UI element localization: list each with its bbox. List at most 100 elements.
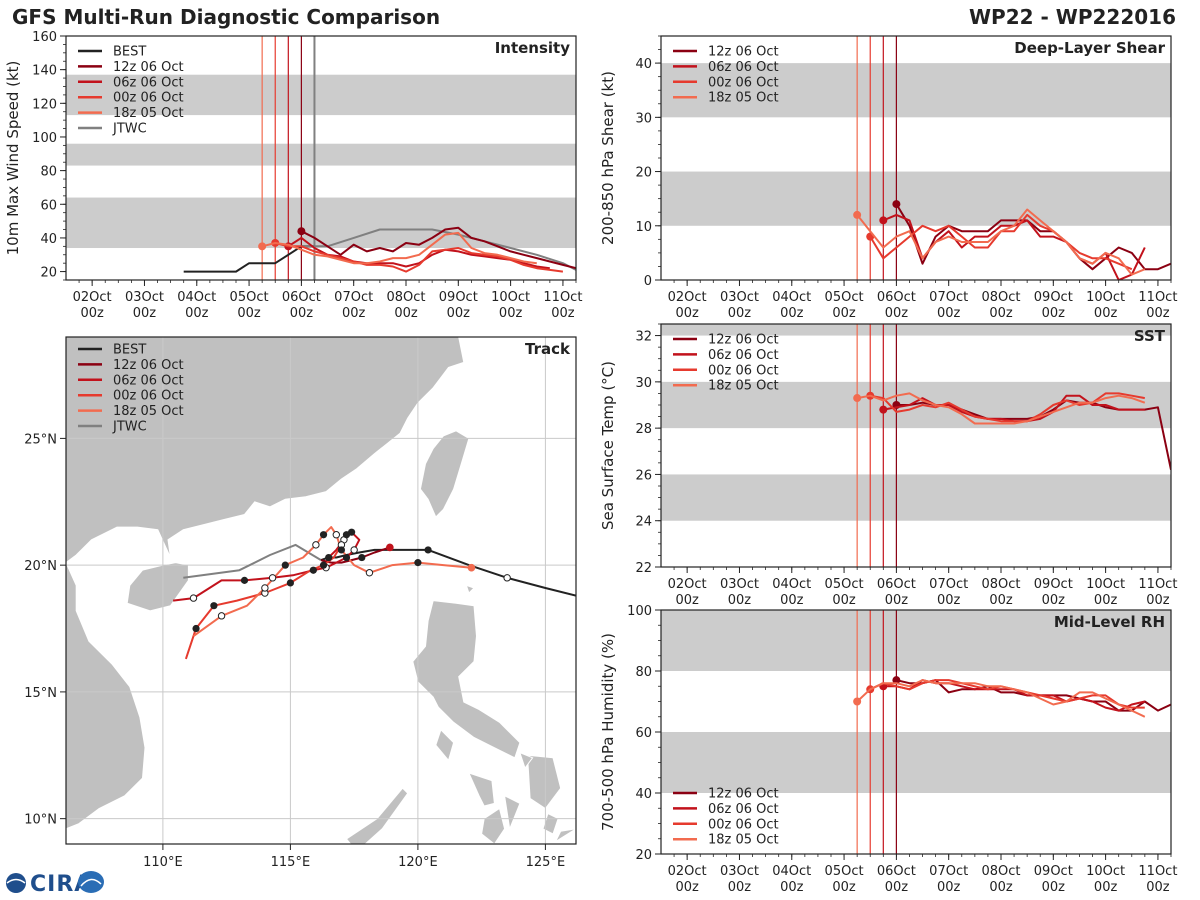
shear-x-tick-label: 00z	[675, 306, 699, 321]
sst-legend-label: 18z 05 Oct	[708, 379, 779, 394]
cira-logo: CIRA	[6, 871, 104, 897]
track-point-filled-06z-06-oct	[342, 553, 351, 562]
hainan-island	[126, 562, 189, 612]
rh-series	[853, 676, 1171, 718]
rh-x-tick-label: 00z	[1094, 880, 1118, 895]
rh-title: Mid-Level RH	[1054, 613, 1165, 631]
intensity-panel: 02Oct00z03Oct00z04Oct00z05Oct00z06Oct00z…	[4, 30, 582, 321]
intensity-band-1	[66, 143, 576, 166]
sst-x-tick-label: 00z	[832, 593, 856, 608]
logo-swoosh-icon	[6, 878, 26, 884]
sst-x-tick-label: 00z	[1042, 593, 1066, 608]
track-lines	[172, 526, 576, 660]
rh-x-tick-label: 00z	[1042, 880, 1066, 895]
sst-x-tick-label: 00z	[885, 593, 909, 608]
sst-panel: 02Oct00z03Oct00z04Oct00z05Oct00z06Oct00z…	[599, 323, 1177, 608]
rh-x-tick-label: 10Oct	[1086, 864, 1125, 879]
intensity-x-tick-label: 07Oct	[334, 290, 373, 305]
mindoro-island	[435, 728, 455, 762]
shear-marker-18z-05-oct	[853, 210, 862, 219]
rh-x-tick-label: 09Oct	[1034, 864, 1073, 879]
track-x-tick-label: 125°E	[526, 855, 566, 870]
sst-y-tick-label: 22	[635, 561, 652, 576]
shear-y-tick-label: 10	[635, 220, 652, 235]
intensity-title: Intensity	[495, 39, 571, 57]
rh-band-1	[661, 610, 1171, 671]
track-init-point-06z	[386, 543, 394, 552]
track-panel: 110°E 115°E 120°E 125°E 10°N 15°N 20°N 25°N Trac…	[24, 336, 577, 870]
track-point-filled-12z-06-oct	[358, 553, 366, 562]
sst-x-tick-label: 09Oct	[1034, 577, 1073, 592]
shear-x-tick-label: 00z	[1146, 306, 1170, 321]
track-point-filled-06z-06-oct	[309, 566, 317, 574]
logo-globe-icon	[6, 873, 26, 893]
shear-x-tick-label: 04Oct	[772, 290, 811, 305]
track-point-open-18z-05-oct	[332, 531, 340, 539]
sst-x-tick-label: 04Oct	[772, 577, 811, 592]
sst-marker-06z-06-oct	[879, 405, 888, 414]
sst-y-tick-label: 24	[635, 515, 652, 530]
track-point-open-06z-06-oct	[189, 594, 198, 602]
rh-y-tick-label: 40	[635, 787, 652, 802]
track-legend-label: 12z 06 Oct	[113, 358, 184, 373]
shear-x-tick-label: 06Oct	[877, 290, 916, 305]
intensity-y-tick-label: 160	[32, 30, 57, 45]
rh-x-tick-label: 11Oct	[1138, 864, 1177, 879]
vietnam-coast	[66, 562, 146, 830]
intensity-legend-label: 00z 06 Oct	[113, 91, 184, 106]
sst-y-tick-label: 28	[635, 422, 652, 437]
track-legend-label: 00z 06 Oct	[113, 389, 184, 404]
intensity-y-tick-label: 140	[32, 64, 57, 79]
track-point-open-06z-06-oct	[268, 574, 277, 582]
intensity-band-0	[66, 197, 576, 249]
mindanao-tip	[554, 828, 576, 843]
intensity-y-tick-label: 100	[32, 131, 57, 146]
rh-y-tick-label: 100	[627, 604, 652, 619]
shear-x-tick-label: 00z	[728, 306, 752, 321]
intensity-line-12z-06-oct	[300, 226, 576, 270]
sst-x-tick-label: 00z	[937, 593, 961, 608]
intensity-x-tick-label: 04Oct	[177, 290, 216, 305]
shear-line-12z-06-oct	[895, 203, 1171, 271]
track-point-filled-06z-06-oct	[240, 576, 249, 584]
rh-legend-label: 06z 06 Oct	[708, 802, 779, 817]
intensity-x-tick-label: 00z	[551, 306, 575, 321]
intensity-x-tick-label: 00z	[447, 306, 471, 321]
intensity-x-tick-label: 00z	[185, 306, 209, 321]
track-point-filled-06z-06-oct	[325, 553, 333, 562]
intensity-x-tick-label: 00z	[80, 306, 104, 321]
track-frame	[65, 336, 577, 845]
sst-y-tick-label: 26	[635, 468, 652, 483]
cebu-island	[503, 794, 521, 831]
sst-legend-label: 12z 06 Oct	[708, 333, 779, 348]
sst-x-tick-label: 02Oct	[668, 577, 707, 592]
track-point-filled-00z-06-oct	[286, 579, 294, 587]
negros-island	[481, 807, 506, 844]
track-map	[66, 337, 576, 844]
shear-band-1	[661, 63, 1171, 118]
rh-legend-label: 00z 06 Oct	[708, 817, 779, 832]
intensity-x-tick-label: 10Oct	[491, 290, 530, 305]
intensity-legend-label: BEST	[113, 45, 146, 60]
sst-legend-label: 00z 06 Oct	[708, 363, 779, 378]
intensity-y-tick-label: 120	[32, 97, 57, 112]
intensity-marker-18z-05-oct	[258, 242, 267, 251]
intensity-x-tick-label: 00z	[342, 306, 366, 321]
rh-panel: 02Oct00z03Oct00z04Oct00z05Oct00z06Oct00z…	[599, 604, 1177, 895]
intensity-legend-label: 06z 06 Oct	[113, 75, 184, 90]
masbate-island	[519, 751, 534, 770]
sst-x-tick-label: 00z	[780, 593, 804, 608]
track-x-tick-label: 115°E	[271, 855, 311, 870]
sst-y-axis-label: Sea Surface Temp (°C)	[599, 361, 617, 530]
sst-band-0	[661, 474, 1171, 521]
shear-y-tick-label: 30	[635, 111, 652, 126]
rh-y-tick-label: 80	[635, 665, 652, 680]
sst-title: SST	[1134, 327, 1166, 345]
rh-x-tick-label: 03Oct	[720, 864, 759, 879]
shear-band-0	[661, 171, 1171, 226]
sst-y-tick-label: 30	[635, 376, 652, 391]
intensity-x-tick-label: 05Oct	[230, 290, 269, 305]
rh-line-18z-05-oct	[856, 679, 1146, 718]
intensity-y-tick-label: 60	[40, 198, 57, 213]
